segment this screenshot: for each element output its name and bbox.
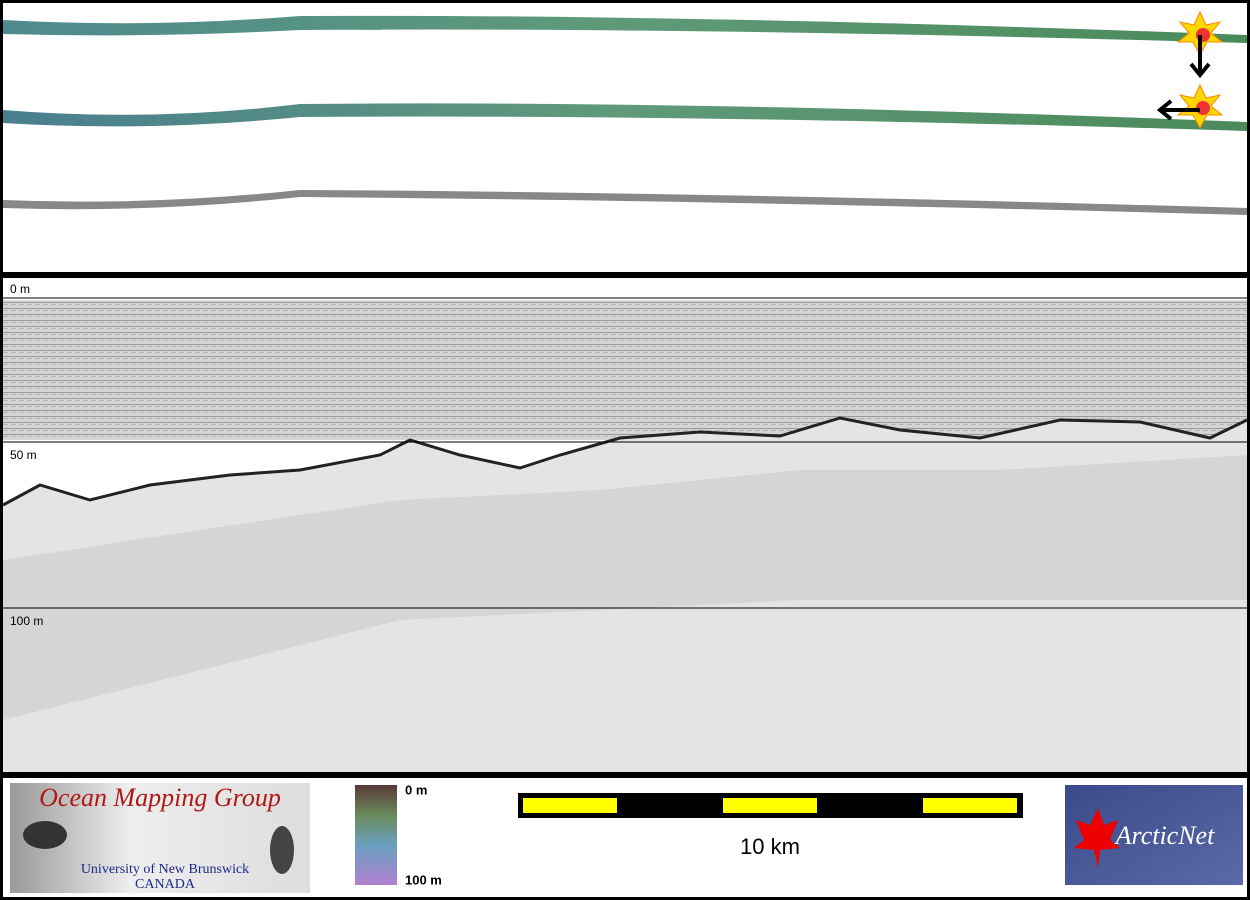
depth-label: 100 m	[10, 614, 43, 628]
swath	[3, 103, 1247, 131]
swath	[3, 190, 1247, 215]
logo-university: University of New Brunswick	[81, 862, 249, 877]
map-panel	[3, 3, 1247, 272]
water-column	[3, 300, 1247, 440]
logo-title: Ocean Mapping Group	[39, 783, 281, 812]
swath	[3, 15, 1247, 43]
scale-bar	[518, 793, 1023, 818]
logo-label: ArcticNet	[1114, 821, 1215, 850]
seabed-reflector	[2, 416, 1248, 507]
colorbar	[355, 785, 397, 885]
depth-label: 50 m	[10, 448, 37, 462]
depth-label: 0 m	[10, 282, 30, 296]
colorbar-label: 0 m	[405, 782, 427, 797]
sub-bottom	[3, 455, 1247, 720]
seabed	[3, 418, 1247, 772]
omg-logo: Ocean Mapping Group University of New Br…	[10, 783, 310, 893]
logo-country: CANADA	[135, 877, 196, 892]
marker	[1156, 10, 1224, 130]
arcticnet-logo: ArcticNet	[1065, 785, 1243, 885]
scale-label: 10 km	[740, 834, 800, 859]
colorbar-label: 100 m	[405, 872, 442, 887]
